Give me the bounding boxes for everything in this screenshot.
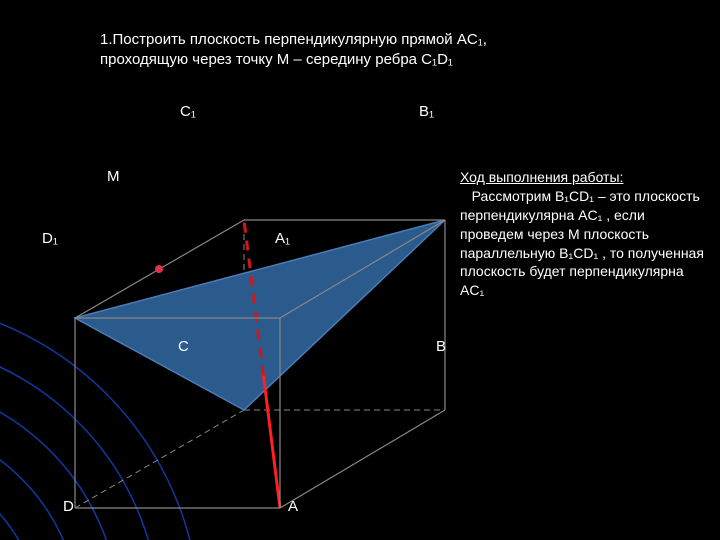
task-text: 1.Построить плоскость перпендикулярную п… [100, 30, 487, 69]
solution-body: Рассмотрим B₁CD₁ – это плоскость перпенд… [460, 188, 704, 298]
label-M: M [107, 168, 120, 185]
label-C1: C₁ [180, 103, 196, 120]
label-B1: B₁ [419, 103, 434, 120]
task-line1: 1.Построить плоскость перпендикулярную п… [100, 30, 487, 50]
task-line2: проходящую через точку М – середину ребр… [100, 50, 487, 70]
cube-diagram [20, 90, 460, 530]
label-C: C [178, 338, 189, 355]
label-A1: A₁ [275, 230, 290, 247]
label-B: B [436, 338, 446, 355]
solution-text: Ход выполнения работы: Рассмотрим B₁CD₁ … [460, 168, 710, 300]
label-A: A [288, 498, 298, 515]
solution-title: Ход выполнения работы: [460, 169, 623, 185]
label-D: D [63, 498, 74, 515]
label-D1: D₁ [42, 230, 58, 247]
